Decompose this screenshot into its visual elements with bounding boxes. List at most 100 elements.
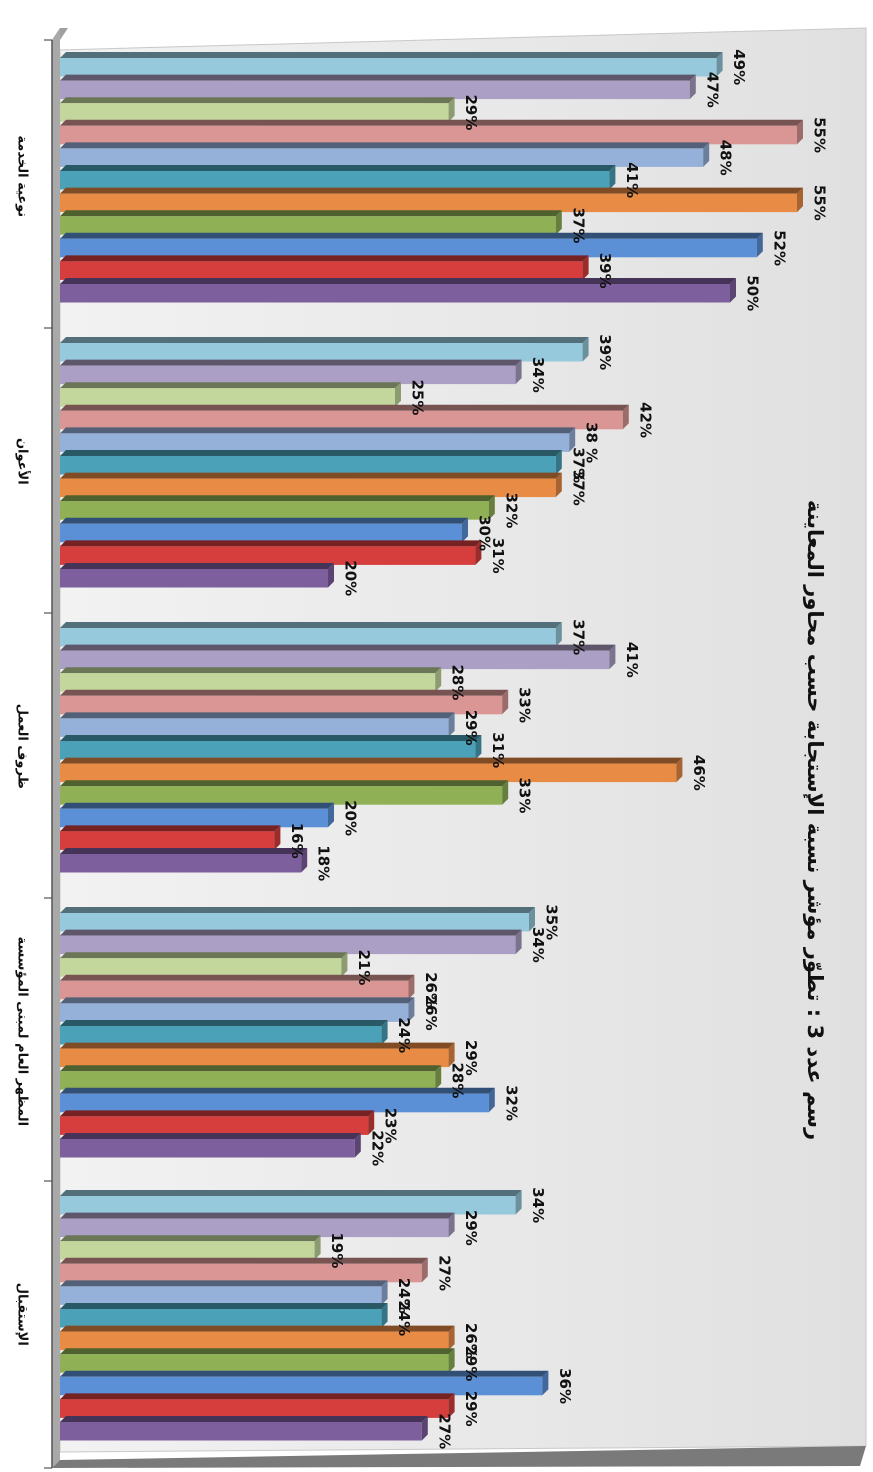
bar bbox=[60, 952, 348, 977]
bar-end-face bbox=[555, 472, 562, 498]
bar-end-face bbox=[797, 119, 803, 145]
data-label: 37% bbox=[569, 447, 587, 483]
bar-top-face bbox=[60, 780, 509, 787]
bar bbox=[60, 802, 334, 828]
bar-end-face bbox=[703, 142, 710, 167]
bar bbox=[60, 97, 455, 122]
data-label: 20% bbox=[342, 560, 360, 596]
bar bbox=[60, 735, 482, 760]
bar-top-face bbox=[60, 1303, 388, 1309]
bar-end-face bbox=[354, 1133, 361, 1158]
bar-front-face bbox=[60, 1399, 449, 1418]
bar bbox=[60, 1280, 388, 1305]
bar-front-face bbox=[60, 1376, 543, 1396]
bar-front-face bbox=[60, 958, 342, 977]
bar-end-face bbox=[582, 337, 589, 362]
bar bbox=[60, 780, 509, 805]
bar-top-face bbox=[60, 1393, 455, 1400]
data-label: 37% bbox=[569, 207, 587, 243]
data-label: 46% bbox=[690, 755, 708, 791]
data-label: 29% bbox=[462, 94, 480, 130]
bar-end-face bbox=[421, 1416, 428, 1441]
bar-front-face bbox=[60, 1218, 449, 1238]
bar-top-face bbox=[60, 119, 803, 126]
data-label: 30% bbox=[476, 515, 494, 551]
bar bbox=[60, 359, 522, 385]
bar-end-face bbox=[448, 1042, 455, 1068]
data-label: 29% bbox=[462, 710, 480, 746]
bar bbox=[60, 1257, 428, 1283]
bar-front-face bbox=[60, 1263, 422, 1283]
bar-end-face bbox=[529, 907, 535, 932]
bar-end-face bbox=[448, 1348, 455, 1373]
data-label: 32% bbox=[502, 1085, 520, 1121]
data-label: 26% bbox=[422, 995, 440, 1031]
bar-top-face bbox=[60, 337, 589, 343]
bar-front-face bbox=[60, 569, 328, 588]
bar bbox=[60, 427, 576, 452]
bar-end-face bbox=[730, 278, 736, 303]
bar-top-face bbox=[60, 1042, 455, 1049]
bar bbox=[60, 1065, 442, 1090]
bar-top-face bbox=[60, 929, 522, 936]
data-label: 41% bbox=[623, 642, 641, 678]
bar-top-face bbox=[60, 1235, 321, 1242]
bar-top-face bbox=[60, 210, 562, 217]
bar bbox=[60, 1020, 388, 1045]
bar bbox=[60, 974, 415, 1000]
bar-front-face bbox=[60, 125, 797, 145]
data-label: 16% bbox=[288, 823, 306, 859]
bar-end-face bbox=[716, 52, 723, 77]
bar-end-face bbox=[301, 848, 308, 873]
data-label: 33% bbox=[516, 777, 534, 813]
bar-front-face bbox=[60, 808, 328, 828]
bar-end-face bbox=[689, 74, 696, 100]
bar-end-face bbox=[328, 563, 334, 588]
data-label: 38 % bbox=[583, 422, 601, 463]
bar bbox=[60, 517, 468, 543]
bar bbox=[60, 255, 589, 280]
data-label: 19% bbox=[328, 1232, 346, 1268]
data-label: 28% bbox=[449, 664, 467, 700]
bar-top-face bbox=[60, 1280, 388, 1287]
bar-front-face bbox=[60, 673, 436, 692]
bar-top-face bbox=[60, 142, 710, 149]
bar-front-face bbox=[60, 58, 717, 77]
bar-front-face bbox=[60, 410, 623, 430]
bar bbox=[60, 337, 589, 362]
bar-front-face bbox=[60, 1309, 382, 1328]
bar-end-face bbox=[435, 1065, 442, 1090]
bar-top-face bbox=[60, 232, 763, 239]
bar bbox=[60, 278, 736, 303]
data-label: 22% bbox=[368, 1130, 386, 1166]
bar-end-face bbox=[314, 1235, 321, 1260]
bar-front-face bbox=[60, 650, 610, 670]
bar bbox=[60, 1133, 361, 1158]
bar-end-face bbox=[569, 427, 576, 452]
bar bbox=[60, 540, 482, 565]
bar-front-face bbox=[60, 388, 395, 407]
bar-front-face bbox=[60, 365, 516, 385]
bar-end-face bbox=[488, 495, 495, 520]
bar bbox=[60, 757, 683, 783]
bar-top-face bbox=[60, 1020, 388, 1026]
bar bbox=[60, 495, 495, 520]
bar-end-face bbox=[475, 540, 482, 565]
bar-end-face bbox=[368, 1110, 375, 1135]
data-label: 29% bbox=[462, 1040, 480, 1076]
bar bbox=[60, 825, 281, 850]
bar-end-face bbox=[542, 1370, 549, 1396]
bar-front-face bbox=[60, 478, 556, 498]
bar-end-face bbox=[381, 1303, 388, 1328]
bar-end-face bbox=[555, 210, 562, 235]
category-label: الأعوان bbox=[15, 438, 32, 485]
bar-end-face bbox=[395, 382, 401, 407]
bar-end-face bbox=[475, 735, 482, 760]
data-label: 55% bbox=[811, 117, 829, 153]
bar-top-face bbox=[60, 1348, 455, 1355]
data-label: 31% bbox=[489, 538, 507, 574]
bar-end-face bbox=[448, 1212, 455, 1238]
data-label: 34% bbox=[529, 927, 547, 963]
bar-front-face bbox=[60, 935, 516, 955]
